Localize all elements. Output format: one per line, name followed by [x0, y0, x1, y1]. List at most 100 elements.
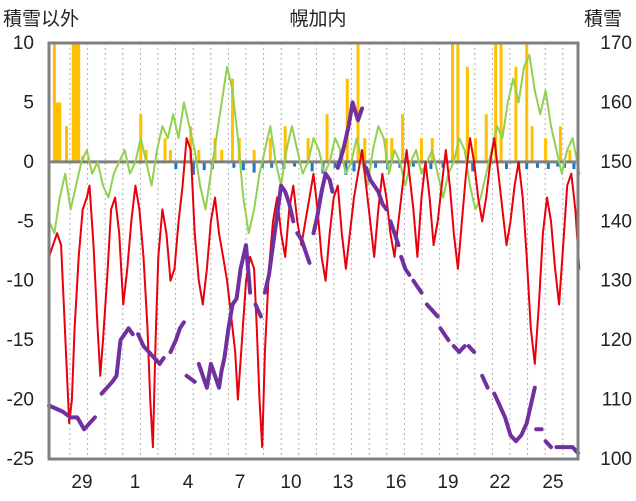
snowfall-bar: [345, 78, 349, 162]
snow_depth-line: [196, 243, 253, 390]
negative_bars-bar: [191, 161, 195, 175]
x-tick-label: 10: [280, 472, 301, 493]
negative_bars-bar: [411, 161, 415, 167]
snowfall-bar: [55, 102, 59, 162]
snow_depth-line: [451, 344, 467, 354]
negative_bars-bar: [546, 161, 550, 169]
snowfall-bar: [530, 126, 534, 162]
x-tick-label: 7: [235, 472, 246, 493]
negative_bars-bar: [202, 161, 206, 171]
snow_depth-line: [99, 326, 135, 396]
negative_bars-bar: [572, 161, 576, 169]
snowfall-bar: [499, 43, 503, 162]
temperature-line: [48, 137, 581, 449]
negative_bars-bar: [344, 161, 348, 175]
negative_bars-bar: [293, 161, 297, 167]
right-tick-label: 140: [600, 211, 632, 232]
snow_depth-line: [364, 165, 389, 212]
snowfall-bar: [363, 138, 367, 162]
left-tick-label: 10: [13, 33, 34, 54]
snow_depth-line: [311, 171, 335, 236]
snowfall-bar: [544, 138, 548, 162]
snowfall-bar: [74, 43, 78, 162]
right-axis-title: 積雪: [584, 8, 622, 30]
x-tick-label: 29: [71, 472, 92, 493]
snowfall-bar: [401, 114, 405, 162]
right-tick-label: 160: [600, 92, 632, 113]
snowfall-bar: [52, 43, 56, 162]
snowfall-bar: [494, 43, 498, 162]
left-tick-label: 0: [23, 152, 34, 173]
right-tick-label: 110: [602, 390, 632, 411]
snowfall-bar: [65, 126, 69, 162]
vertical-gridlines: [69, 43, 564, 459]
left-axis-ticks: 10 5 0 -5 -10 -15 -20 -25: [7, 33, 34, 470]
snowfall-bar: [484, 114, 488, 162]
snowfall-bar: [465, 66, 469, 162]
negative_bars-bar: [174, 161, 178, 169]
negative_bars-bar: [310, 161, 314, 172]
negative_bars-bar: [556, 161, 560, 167]
x-axis-ticks: 29 1 4 7 10 13 16 19 22 25: [71, 472, 563, 493]
negative_bars-bar: [252, 161, 256, 173]
right-tick-label: 120: [600, 330, 632, 351]
snowfall-bar: [231, 78, 235, 162]
negative_bars-bar: [441, 161, 445, 168]
negative_bars-bar: [504, 161, 508, 169]
snowfall-bar: [568, 149, 572, 162]
snowfall-bar: [558, 126, 562, 162]
x-tick-label: 22: [489, 472, 510, 493]
snow_depth-line: [480, 373, 490, 390]
negative_bars-bar: [333, 161, 337, 168]
right-tick-label: 150: [600, 152, 632, 173]
snow_depth-line: [543, 439, 553, 450]
snowfall-bar: [144, 149, 148, 162]
right-tick-label: 130: [600, 271, 632, 292]
negative_bars-bar: [525, 161, 529, 169]
snowfall-bar: [356, 43, 360, 162]
left-tick-label: -25: [7, 449, 34, 470]
chart-title: 幌加内: [289, 8, 346, 30]
snowfall-bar: [197, 149, 201, 162]
snow_depth-line: [438, 326, 451, 343]
right-axis-ticks: 170 160 150 140 130 120 110 100: [600, 33, 632, 470]
snow_depth-line: [335, 100, 365, 170]
snow_depth-line: [492, 385, 537, 444]
left-tick-label: -15: [7, 330, 34, 351]
snow_depth-line: [399, 254, 412, 277]
snow_depth-line: [554, 445, 580, 456]
snowfall-bar: [325, 114, 329, 162]
snowfall-bar: [525, 43, 529, 162]
snowfall-bar: [390, 138, 394, 162]
snowfall-bar: [450, 43, 454, 162]
snowfall-bar: [456, 43, 460, 162]
x-tick-label: 1: [130, 472, 141, 493]
wind_or_other-line: [48, 53, 581, 235]
snow_depth-line: [184, 373, 197, 384]
x-tick-label: 4: [183, 472, 194, 493]
snowfall-bar: [58, 102, 62, 162]
snowfall-bar: [189, 126, 193, 162]
snow_depth-line: [466, 344, 477, 354]
negative-bars: [174, 161, 576, 175]
left-tick-label: 5: [23, 92, 34, 113]
left-axis-title: 積雪以外: [3, 8, 79, 30]
snowfall-bar: [306, 138, 310, 162]
negative_bars-bar: [429, 161, 433, 169]
negative_bars-bar: [241, 161, 245, 171]
negative_bars-bar: [352, 161, 356, 172]
negative_bars-bar: [471, 161, 475, 172]
x-tick-label: 25: [542, 472, 563, 493]
x-tick-label: 13: [332, 472, 353, 493]
x-tick-label: 16: [385, 472, 406, 493]
snowfall-bar: [71, 43, 75, 162]
snowfall-bar: [268, 138, 272, 162]
snowfall-bar: [168, 149, 172, 162]
snowfall-bar: [283, 126, 287, 162]
snowfall-bar: [163, 138, 167, 162]
snow_depth-line: [262, 183, 296, 295]
left-tick-label: -20: [7, 390, 34, 411]
snowfall-bar: [473, 138, 477, 162]
snow_depth-line: [168, 320, 186, 354]
